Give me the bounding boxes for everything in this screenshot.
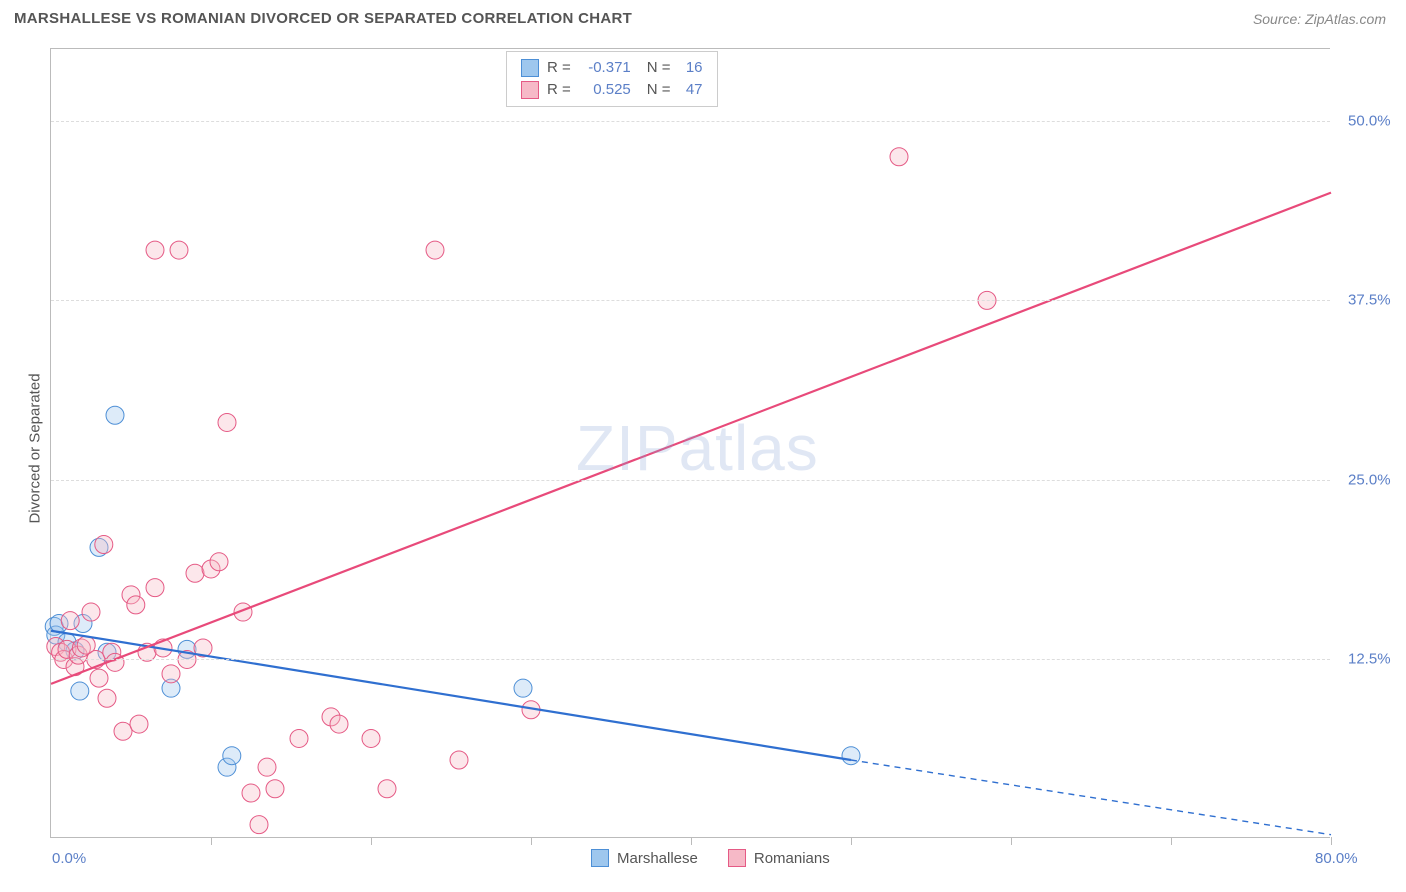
marshallese-point bbox=[223, 747, 241, 765]
romanians-point bbox=[250, 816, 268, 834]
romanians-point bbox=[82, 603, 100, 621]
y-tick-label: 50.0% bbox=[1348, 112, 1391, 129]
romanians-point bbox=[330, 715, 348, 733]
romanians-point bbox=[130, 715, 148, 733]
romanians-point bbox=[146, 241, 164, 259]
romanians-point bbox=[114, 722, 132, 740]
legend-row-romanians: R = 0.525 N = 47 bbox=[521, 79, 703, 101]
legend-item-marshallese: Marshallese bbox=[591, 849, 698, 867]
romanians-point bbox=[258, 758, 276, 776]
romanians-point bbox=[426, 241, 444, 259]
n-value: 47 bbox=[679, 79, 703, 101]
legend-row-marshallese: R = -0.371 N = 16 bbox=[521, 57, 703, 79]
series-legend: Marshallese Romanians bbox=[591, 849, 830, 867]
legend-swatch bbox=[521, 59, 539, 77]
legend-label: Marshallese bbox=[617, 850, 698, 867]
source-prefix: Source: bbox=[1253, 11, 1305, 27]
romanians-trend-line bbox=[51, 193, 1331, 684]
n-label: N = bbox=[647, 57, 671, 79]
x-tick bbox=[851, 837, 852, 845]
x-tick bbox=[1331, 837, 1332, 845]
y-axis-title: Divorced or Separated bbox=[27, 373, 44, 523]
romanians-point bbox=[242, 784, 260, 802]
legend-swatch bbox=[728, 849, 746, 867]
n-label: N = bbox=[647, 79, 671, 101]
r-label: R = bbox=[547, 57, 571, 79]
romanians-point bbox=[95, 536, 113, 554]
n-value: 16 bbox=[679, 57, 703, 79]
chart-header: MARSHALLESE VS ROMANIAN DIVORCED OR SEPA… bbox=[0, 0, 1406, 35]
r-value: 0.525 bbox=[579, 79, 631, 101]
x-tick bbox=[211, 837, 212, 845]
marshallese-point bbox=[106, 406, 124, 424]
romanians-point bbox=[162, 665, 180, 683]
legend-swatch bbox=[591, 849, 609, 867]
romanians-point bbox=[98, 689, 116, 707]
romanians-point bbox=[127, 596, 145, 614]
x-tick bbox=[1171, 837, 1172, 845]
legend-item-romanians: Romanians bbox=[728, 849, 830, 867]
legend-swatch bbox=[521, 81, 539, 99]
grid-line bbox=[51, 480, 1330, 481]
grid-line bbox=[51, 121, 1330, 122]
romanians-point bbox=[170, 241, 188, 259]
chart-title: MARSHALLESE VS ROMANIAN DIVORCED OR SEPA… bbox=[14, 10, 632, 27]
romanians-point bbox=[266, 780, 284, 798]
romanians-point bbox=[890, 148, 908, 166]
r-value: -0.371 bbox=[579, 57, 631, 79]
source-name: ZipAtlas.com bbox=[1305, 11, 1386, 27]
romanians-point bbox=[146, 579, 164, 597]
scatter-plot-svg bbox=[51, 49, 1330, 837]
r-label: R = bbox=[547, 79, 571, 101]
romanians-point bbox=[218, 413, 236, 431]
y-tick-label: 12.5% bbox=[1348, 651, 1391, 668]
romanians-point bbox=[362, 729, 380, 747]
x-axis-min-label: 0.0% bbox=[52, 850, 86, 867]
x-tick bbox=[1011, 837, 1012, 845]
y-tick-label: 25.0% bbox=[1348, 471, 1391, 488]
source-attribution: Source: ZipAtlas.com bbox=[1253, 11, 1386, 27]
grid-line bbox=[51, 659, 1330, 660]
x-axis-max-label: 80.0% bbox=[1315, 850, 1358, 867]
correlation-legend: R = -0.371 N = 16 R = 0.525 N = 47 bbox=[506, 51, 718, 107]
romanians-point bbox=[61, 612, 79, 630]
romanians-point bbox=[210, 553, 228, 571]
chart-plot-area: ZIPatlas R =-0.371N =16R =0.525N =47 Mar… bbox=[50, 48, 1330, 838]
romanians-point bbox=[290, 729, 308, 747]
grid-line bbox=[51, 300, 1330, 301]
romanians-point bbox=[90, 669, 108, 687]
marshallese-trend-line-extrapolated bbox=[851, 760, 1331, 835]
x-tick bbox=[371, 837, 372, 845]
marshallese-point bbox=[71, 682, 89, 700]
marshallese-point bbox=[514, 679, 532, 697]
romanians-point bbox=[186, 564, 204, 582]
romanians-point bbox=[450, 751, 468, 769]
x-tick bbox=[691, 837, 692, 845]
x-tick bbox=[531, 837, 532, 845]
y-tick-label: 37.5% bbox=[1348, 292, 1391, 309]
legend-label: Romanians bbox=[754, 850, 830, 867]
marshallese-point bbox=[842, 747, 860, 765]
romanians-point bbox=[378, 780, 396, 798]
